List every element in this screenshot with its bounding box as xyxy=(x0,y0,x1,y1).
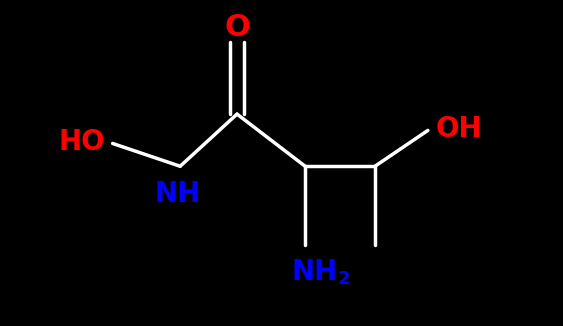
Text: OH: OH xyxy=(436,115,482,143)
Text: NH: NH xyxy=(154,180,200,208)
Text: 2: 2 xyxy=(338,270,350,288)
Text: O: O xyxy=(224,13,250,42)
Text: HO: HO xyxy=(59,128,105,156)
Text: NH: NH xyxy=(291,258,337,286)
